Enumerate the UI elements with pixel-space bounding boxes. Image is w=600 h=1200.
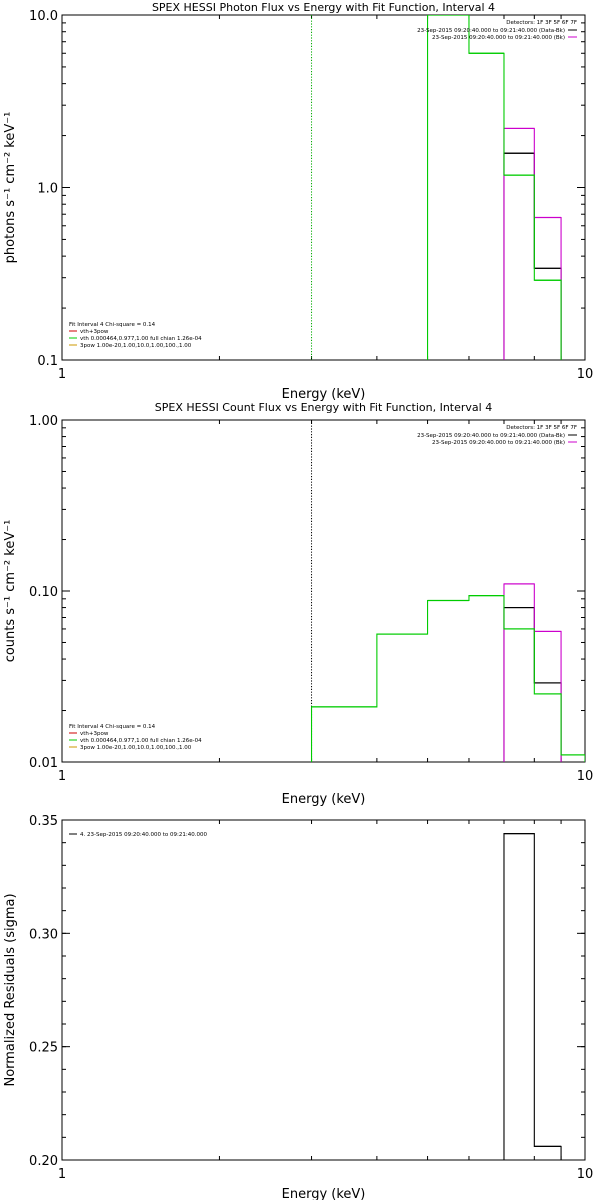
- legend-entry-label: 3pow 1.00e-20,1.00,10.0,1.00,100.,1.00: [80, 745, 192, 751]
- x-axis-label: Energy (keV): [282, 1187, 366, 1200]
- y-tick-label: 0.30: [29, 927, 58, 942]
- y-tick-label: 0.01: [29, 756, 58, 771]
- series-vth: [427, 15, 562, 360]
- x-tick-label: 1: [58, 367, 66, 382]
- x-axis-label: Energy (keV): [282, 387, 366, 402]
- y-tick-label: 0.25: [29, 1041, 58, 1056]
- series-outline: [503, 152, 562, 360]
- series-vth: [310, 594, 585, 762]
- series-outline: [427, 15, 562, 360]
- legend-entry-label: 3pow 1.00e-20,1.00,10.0,1.00,100.,1.00: [80, 343, 192, 349]
- y-tick-label: 10.0: [29, 9, 58, 24]
- plot-frame: [61, 14, 586, 361]
- y-tick-label: 1.00: [29, 414, 58, 429]
- legend-entry-label: 23-Sep-2015 09:20:40.000 to 09:21:40.000…: [417, 433, 565, 439]
- x-tick-label: 10: [577, 367, 594, 382]
- legend-entry-label: vth 0.000464,0.977,1.00 full chian 1.26e…: [80, 336, 202, 342]
- legend-entry-label: vth+3pow: [80, 329, 109, 335]
- series-outline: [503, 583, 562, 762]
- x-tick-label: 10: [577, 1167, 594, 1182]
- y-tick-label: 1.0: [37, 182, 58, 197]
- legend-entry-label: vth+3pow: [80, 731, 109, 737]
- legend-fit-header: Fit Interval 4 Chi-square = 0.14: [69, 724, 156, 730]
- legend-entry-label: 23-Sep-2015 09:20:40.000 to 09:21:40.000…: [417, 28, 565, 34]
- series-data-bk: [503, 152, 562, 360]
- legend-entry-label: 4. 23-Sep-2015 09:20:40.000 to 09:21:40.…: [80, 832, 207, 838]
- series-bk: [503, 583, 562, 762]
- series-4-23-sep-2015-09-20-40-000-to-09-21-40-000: [503, 832, 562, 1160]
- y-tick-label: 0.20: [29, 1154, 58, 1169]
- chart-panel-2: SPEX HESSI Count Flux vs Energy with Fit…: [3, 401, 593, 807]
- series-bk: [503, 127, 562, 360]
- x-axis-label: Energy (keV): [282, 792, 366, 807]
- legend-entry-label: vth 0.000464,0.977,1.00 full chian 1.26e…: [80, 738, 202, 744]
- y-axis-label: photons s⁻¹ cm⁻² keV⁻¹: [3, 112, 18, 264]
- legend-detectors: Detectors: 1F 3F 5F 6F 7F: [506, 425, 577, 431]
- x-tick-label: 1: [58, 769, 66, 784]
- series-outline: [310, 595, 585, 762]
- y-tick-label: 0.10: [29, 585, 58, 600]
- plot-frame: [61, 819, 586, 1161]
- chart-title: SPEX HESSI Count Flux vs Energy with Fit…: [155, 401, 492, 414]
- y-axis-label: Normalized Residuals (sigma): [3, 893, 18, 1086]
- legend-entry-label: 23-Sep-2015 09:20:40.000 to 09:21:40.000…: [432, 35, 565, 41]
- legend-detectors: Detectors: 1F 3F 5F 6F 7F: [506, 20, 577, 26]
- series-outline: [503, 833, 562, 1160]
- legend-fit-header: Fit Interval 4 Chi-square = 0.14: [69, 322, 156, 328]
- plot-frame: [61, 419, 586, 763]
- y-tick-label: 0.1: [37, 354, 58, 369]
- y-axis-label: counts s⁻¹ cm⁻² keV⁻¹: [3, 520, 18, 663]
- x-tick-label: 10: [577, 769, 594, 784]
- series-outline: [503, 607, 562, 762]
- legend-entry-label: 23-Sep-2015 09:20:40.000 to 09:21:40.000…: [432, 440, 565, 446]
- chart-panel-1: SPEX HESSI Photon Flux vs Energy with Fi…: [3, 1, 593, 402]
- series-outline: [503, 127, 562, 360]
- chart-title: SPEX HESSI Photon Flux vs Energy with Fi…: [152, 1, 495, 14]
- y-tick-label: 0.35: [29, 814, 58, 829]
- chart-panel-3: Energy (keV) Normalized Residuals (sigma)…: [3, 814, 593, 1200]
- series-data-bk: [503, 606, 562, 762]
- x-tick-label: 1: [58, 1167, 66, 1182]
